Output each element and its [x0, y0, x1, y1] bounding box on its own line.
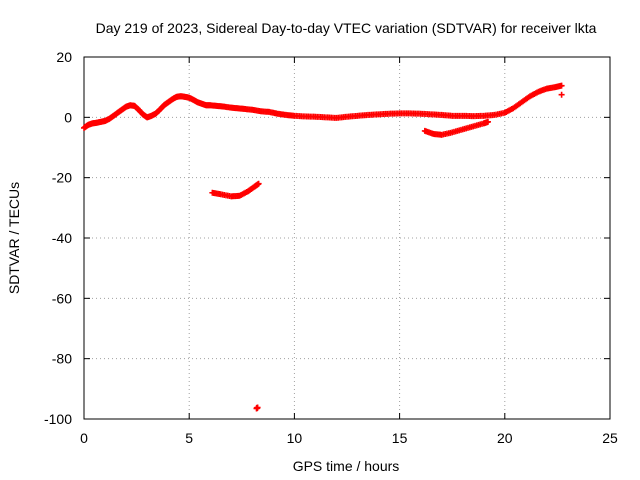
y-axis-label: SDTVAR / TECUs: [6, 182, 22, 294]
series-lower-branch: [421, 118, 491, 138]
y-tick-label: -100: [44, 411, 72, 427]
data-point: [558, 82, 565, 89]
x-tick-label: 15: [392, 430, 408, 446]
data-point: [255, 180, 262, 187]
x-tick-label: 0: [80, 430, 88, 446]
plot-frame: [83, 56, 611, 420]
y-tick-label: -60: [52, 290, 72, 306]
x-tick-label: 10: [287, 430, 303, 446]
axis-ticks: [83, 56, 611, 420]
y-tick-label: 0: [64, 109, 72, 125]
chart-title: Day 219 of 2023, Sidereal Day-to-day VTE…: [96, 20, 597, 36]
x-axis-label: GPS time / hours: [293, 458, 400, 474]
grid-lines: [84, 57, 610, 419]
x-tick-label: 25: [602, 430, 618, 446]
y-tick-label: -20: [52, 170, 72, 186]
data-points: [81, 82, 565, 412]
data-point: [484, 118, 491, 125]
x-tick-label: 20: [497, 430, 513, 446]
series-outlier: [253, 404, 261, 412]
y-tick-label: -40: [52, 230, 72, 246]
series-dip-segment: [209, 180, 262, 200]
x-tick-labels: 0 5 10 15 20 25: [80, 430, 618, 446]
y-tick-label: 20: [56, 49, 72, 65]
data-point: [558, 91, 565, 98]
y-tick-labels: -100 -80 -60 -40 -20 0 20: [44, 49, 72, 427]
series-main-track: [81, 82, 565, 131]
x-tick-label: 5: [185, 430, 193, 446]
y-tick-label: -80: [52, 351, 72, 367]
series-end-point: [558, 91, 565, 98]
data-point: [254, 404, 261, 411]
